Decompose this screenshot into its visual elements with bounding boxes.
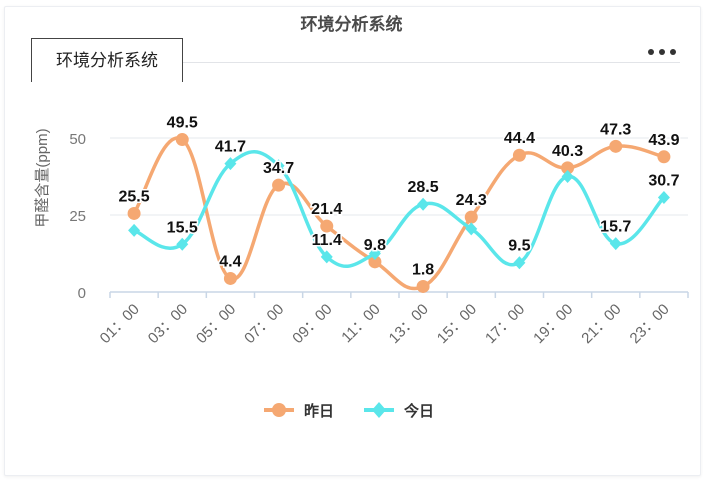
page-title: 环境分析系统 — [300, 15, 403, 35]
data-point — [127, 206, 141, 220]
data-label: 15.5 — [167, 219, 198, 236]
data-label: 43.9 — [648, 132, 679, 149]
legend-label-today: 今日 — [404, 401, 435, 420]
x-tick-label: 09：00 — [289, 301, 335, 347]
data-label: 44.4 — [504, 130, 535, 147]
data-point — [609, 237, 622, 251]
data-point — [368, 247, 381, 260]
data-label: 25.5 — [119, 188, 150, 205]
data-label: 9.8 — [364, 237, 386, 254]
data-point — [320, 219, 334, 233]
data-point — [176, 237, 189, 251]
x-tick-label: 07：00 — [241, 301, 287, 347]
data-point — [224, 157, 237, 171]
chart-legend: 昨日 今日 — [264, 398, 434, 422]
data-label: 1.8 — [412, 261, 434, 278]
legend-label-yesterday: 昨日 — [304, 401, 335, 420]
x-tick-label: 03：00 — [145, 301, 191, 347]
data-point — [272, 159, 285, 173]
legend-item-yesterday[interactable]: 昨日 — [264, 400, 334, 421]
x-tick-label: 05：00 — [193, 301, 239, 347]
y-tick-label: 25 — [69, 208, 86, 225]
tab-environment-analysis[interactable]: 环境分析系统 — [31, 38, 183, 82]
data-point — [657, 150, 671, 164]
legend-diamond-marker-icon — [364, 402, 395, 418]
x-tick-label: 19：00 — [530, 301, 576, 347]
x-tick-label: 13：00 — [386, 301, 432, 347]
data-point — [223, 271, 237, 285]
data-point — [416, 279, 430, 293]
series-line — [132, 136, 665, 291]
data-point — [561, 170, 574, 183]
data-point — [128, 223, 141, 237]
y-tick-label: 0 — [78, 285, 86, 302]
data-point — [175, 133, 189, 147]
data-point — [657, 190, 670, 204]
data-point — [513, 256, 526, 270]
data-label: 15.7 — [600, 219, 631, 236]
data-label: 30.7 — [648, 172, 679, 189]
data-point — [561, 161, 575, 175]
tab-divider — [183, 62, 680, 63]
legend-item-today[interactable]: 今日 — [364, 400, 434, 421]
x-tick-label: 15：00 — [434, 301, 480, 347]
y-tick-label: 50 — [69, 131, 86, 148]
data-label: 47.3 — [600, 121, 631, 138]
data-label: 24.3 — [456, 192, 487, 209]
legend-circle-marker-icon — [264, 403, 294, 417]
data-label: 34.7 — [263, 160, 294, 177]
x-tick-label: 17：00 — [482, 301, 528, 347]
data-label: 49.5 — [167, 115, 198, 132]
x-tick-label: 23：00 — [627, 301, 673, 347]
data-point — [368, 255, 382, 269]
x-tick-label: 01：00 — [97, 301, 143, 347]
data-label: 21.4 — [311, 201, 342, 218]
data-point — [272, 178, 286, 192]
more-options-icon[interactable] — [648, 40, 688, 55]
data-point — [464, 210, 478, 224]
data-label: 40.3 — [552, 143, 583, 160]
data-label: 9.5 — [508, 238, 530, 255]
chart-panel — [4, 6, 701, 476]
data-point — [320, 250, 333, 264]
series-line — [133, 150, 666, 269]
data-point — [465, 222, 478, 236]
data-label: 4.4 — [219, 253, 241, 270]
data-point — [512, 148, 526, 162]
data-point — [609, 139, 623, 153]
data-label: 11.4 — [312, 232, 342, 249]
y-axis-title: 甲醛含量(ppm) — [34, 128, 51, 227]
data-label: 28.5 — [408, 179, 439, 196]
data-label: 41.7 — [215, 139, 246, 156]
x-tick-label: 21：00 — [578, 301, 624, 347]
x-tick-label: 11：00 — [338, 301, 383, 346]
data-point — [417, 197, 430, 211]
